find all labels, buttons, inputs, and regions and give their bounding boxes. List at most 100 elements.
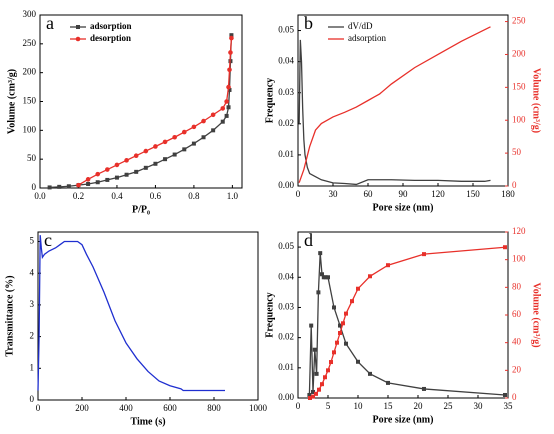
panel-label: c [44, 230, 52, 250]
x-tick-label: 600 [163, 403, 177, 413]
legend-marker [75, 36, 81, 42]
point [172, 152, 177, 157]
point [95, 171, 101, 177]
point [332, 305, 336, 310]
point [326, 368, 330, 373]
point [143, 148, 149, 154]
legend-label: adsorption [90, 21, 132, 31]
y-tick-label: 150 [23, 96, 37, 106]
x-tick-label: 0.8 [188, 191, 200, 201]
x-tick-label: 150 [466, 189, 480, 199]
point [307, 392, 312, 397]
point [224, 99, 229, 104]
y2-tick-label: 80 [512, 281, 522, 291]
y2-tick-label: 0 [512, 180, 517, 190]
x-tick-label: 0 [296, 189, 301, 199]
y2-tick-label: 20 [512, 364, 522, 374]
x-axis-label: Pore size (nm) [373, 202, 434, 213]
point [228, 50, 233, 55]
series-line [298, 39, 491, 186]
legend-label: dV/dD [348, 21, 373, 31]
y2-tick-label: 100 [512, 114, 526, 124]
plot-frame [297, 231, 509, 399]
point [308, 396, 312, 400]
legend-label: adsorption [348, 33, 386, 43]
y-tick-label: 0.04 [278, 56, 294, 66]
point [356, 286, 360, 291]
x-tick-label: 30 [329, 189, 339, 199]
plot-frame [39, 14, 243, 189]
y-tick-label: 200 [23, 67, 37, 77]
y-tick-label: 4 [30, 267, 35, 277]
point [124, 172, 129, 177]
point [86, 181, 91, 186]
point [311, 389, 315, 394]
point [335, 340, 339, 345]
y-tick-label: 0.03 [278, 87, 294, 97]
point [326, 275, 330, 280]
x-tick-label: 30 [474, 401, 484, 411]
point [76, 182, 81, 188]
y2-tick-label: 0 [512, 392, 517, 402]
y-tick-label: 0 [30, 394, 35, 404]
y-tick-label: 0.05 [278, 241, 294, 251]
point [114, 175, 119, 180]
point [323, 375, 327, 380]
point [338, 323, 342, 328]
point [332, 350, 336, 355]
point [317, 387, 321, 392]
plot-frame [297, 14, 509, 187]
point [181, 129, 187, 135]
x-tick-label: 200 [75, 403, 89, 413]
point [503, 392, 507, 397]
point [57, 184, 62, 189]
point [226, 84, 231, 90]
x-tick-label: 15 [384, 401, 394, 411]
x-tick-label: 90 [399, 189, 409, 199]
y2-tick-label: 120 [512, 226, 526, 236]
y-tick-label: 300 [23, 9, 37, 19]
point [211, 128, 216, 133]
x-tick-label: 35 [504, 401, 514, 411]
point [210, 112, 216, 118]
x-tick-label: 0 [36, 403, 41, 413]
x-tick-label: 1.0 [227, 191, 239, 201]
point [338, 330, 342, 335]
point [153, 161, 158, 166]
x-tick-label: 120 [431, 189, 445, 199]
point [201, 135, 206, 140]
series-line [49, 35, 233, 189]
point [314, 391, 318, 396]
point [226, 105, 231, 110]
point [311, 394, 315, 399]
y-tick-label: 3 [30, 299, 35, 309]
point [350, 299, 354, 304]
point [368, 371, 372, 376]
point [220, 106, 226, 111]
point [114, 162, 120, 168]
panel-label: d [304, 230, 313, 250]
series-line [37, 235, 225, 392]
point [386, 380, 390, 385]
point [95, 180, 100, 185]
y-axis-label: Frequency [264, 78, 275, 123]
y2-tick-label: 50 [512, 147, 522, 157]
x-tick-label: 0.6 [150, 191, 162, 201]
y-tick-label: 0.04 [278, 271, 294, 281]
y-tick-label: 100 [23, 124, 37, 134]
y2-tick-label: 100 [512, 254, 526, 264]
y-tick-label: 0.05 [278, 25, 294, 35]
point [133, 153, 139, 159]
x-tick-label: 0 [296, 401, 301, 411]
x-axis-label: Pore size (nm) [373, 414, 434, 425]
y-tick-label: 0.03 [278, 302, 294, 312]
point [368, 274, 372, 279]
point [344, 311, 348, 316]
x-tick-label: 25 [444, 401, 454, 411]
y2-tick-label: 150 [512, 81, 526, 91]
y2-axis-label: Volume (cm³/g) [531, 282, 542, 347]
y-axis-label: Transmittance (%) [4, 275, 15, 356]
point [47, 185, 52, 190]
point [503, 245, 507, 250]
